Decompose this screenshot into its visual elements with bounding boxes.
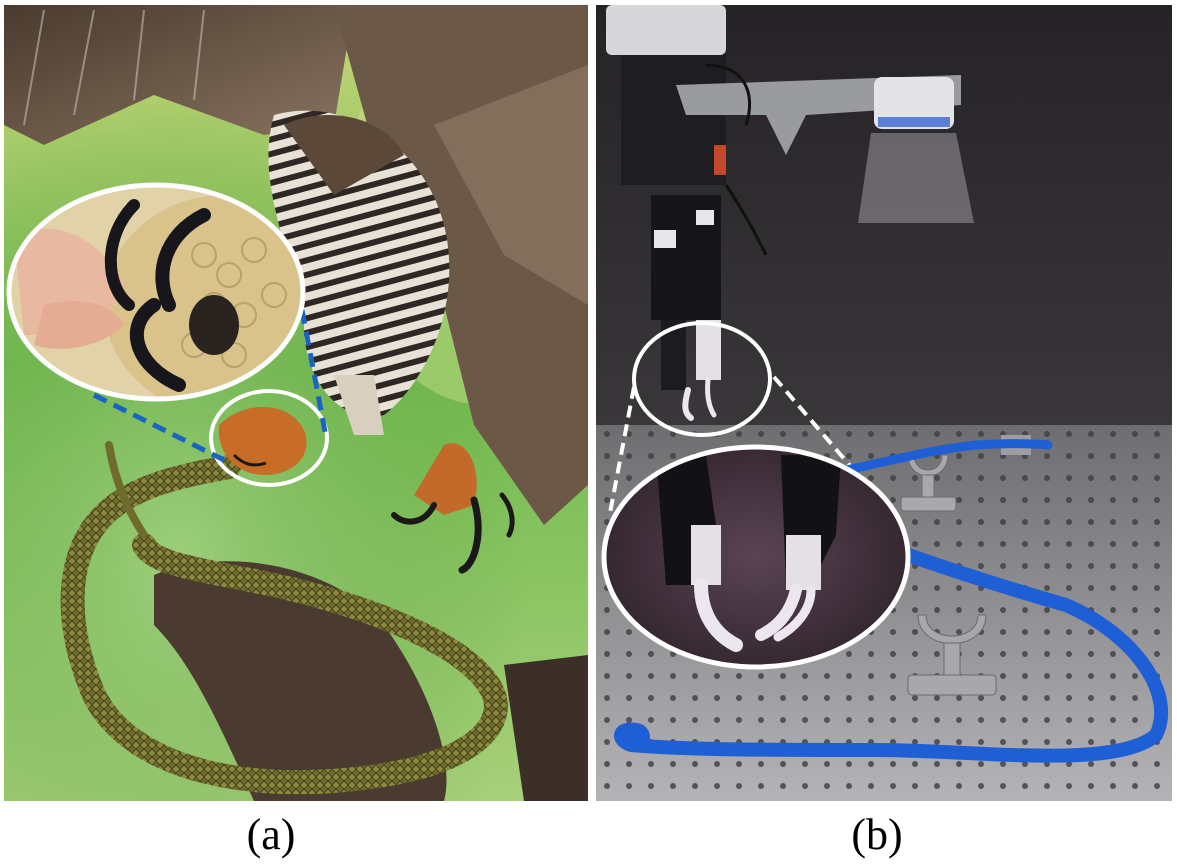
callout-line-left xyxy=(92,392,226,463)
claw-talon xyxy=(104,199,140,311)
hawk-wing-left xyxy=(4,5,354,145)
hawk-body xyxy=(268,110,450,417)
callout-line-right xyxy=(772,375,860,477)
robot-gripper-illustration xyxy=(596,5,1172,801)
claw-finger-right xyxy=(755,584,802,641)
callout-circle-large xyxy=(6,182,306,402)
panel-a-photo xyxy=(4,5,588,801)
u-shaped-holder-back xyxy=(900,454,957,512)
hawk-snake-illustration xyxy=(4,5,588,801)
callout-circle-large xyxy=(601,444,911,670)
panel-b-caption: (b) xyxy=(851,810,903,859)
hawk-foot-grip xyxy=(218,406,307,475)
callout-circle-small xyxy=(632,321,772,437)
snake-body xyxy=(60,455,508,795)
panel-a-caption: (a) xyxy=(246,810,296,859)
depth-camera xyxy=(874,77,954,129)
callout-circle-small xyxy=(209,389,329,487)
u-shaped-holder-front xyxy=(907,614,997,696)
hawk-foot-right xyxy=(414,443,477,515)
camera-field-of-view xyxy=(858,133,974,223)
claw-finger-left xyxy=(694,578,743,652)
claw-finger-small xyxy=(682,387,694,421)
callout-line-left xyxy=(608,386,636,514)
blue-rope-front xyxy=(614,543,1168,763)
gripper-closeup-image xyxy=(604,447,908,667)
panel-b-photo xyxy=(596,5,1172,801)
blue-rope-back xyxy=(816,439,1053,480)
robot-arm-flange xyxy=(606,5,726,55)
